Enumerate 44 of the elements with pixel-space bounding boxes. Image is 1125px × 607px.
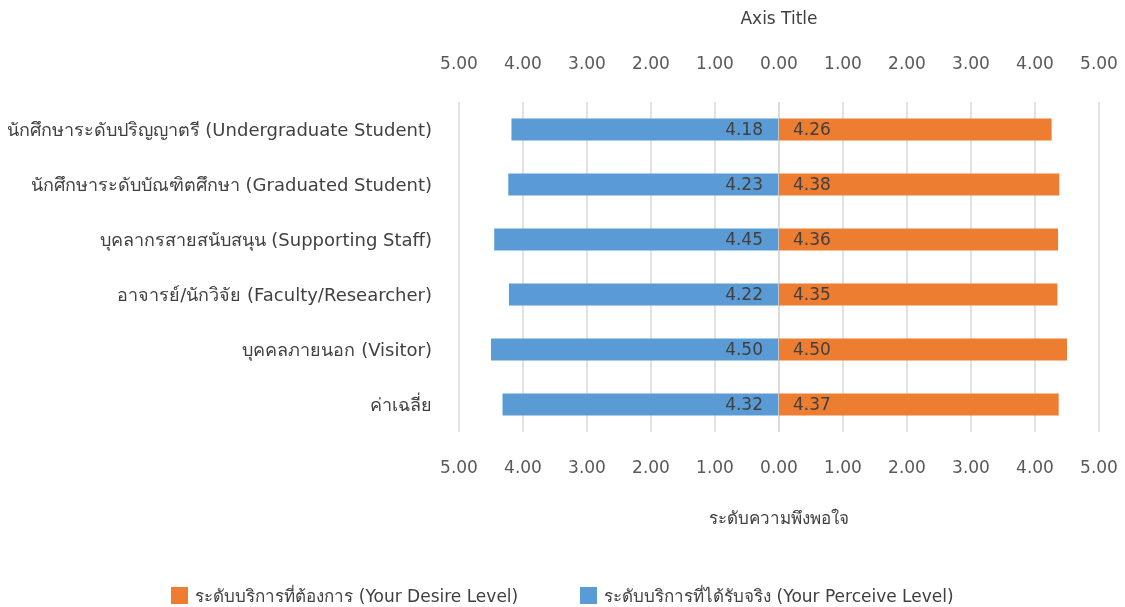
x2-tick-label: 1.00 bbox=[696, 53, 734, 73]
data-label: 4.32 bbox=[725, 394, 763, 415]
legend-label: ระดับบริการที่ต้องการ (Your Desire Level) bbox=[195, 583, 519, 607]
x2-tick-label: 2.00 bbox=[632, 53, 670, 73]
x-tick-label: 5.00 bbox=[440, 457, 478, 478]
x2-tick-label: 2.00 bbox=[888, 53, 926, 73]
x-tick-label: 4.00 bbox=[504, 457, 542, 478]
x2-tick-label: 3.00 bbox=[568, 53, 606, 73]
data-label: 4.36 bbox=[793, 229, 831, 250]
x2-tick-label: 3.00 bbox=[952, 53, 990, 73]
data-label: 4.45 bbox=[725, 229, 763, 250]
x-tick-label: 5.00 bbox=[1080, 457, 1118, 478]
x2-tick-label: 5.00 bbox=[1080, 53, 1118, 73]
x-tick-label: 1.00 bbox=[824, 457, 862, 478]
y-tick-label: บุคคลภายนอก (Visitor) bbox=[242, 338, 432, 361]
data-label: 4.35 bbox=[793, 284, 831, 305]
x2-tick-label: 4.00 bbox=[1016, 53, 1054, 73]
data-label: 4.37 bbox=[793, 394, 831, 415]
x-axis-title: ระดับความพึงพอใจ bbox=[709, 507, 849, 528]
y-tick-label: นักศึกษาระดับบัณฑิตศึกษา (Graduated Student) bbox=[30, 173, 432, 195]
x-tick-label: 1.00 bbox=[696, 457, 734, 478]
y-tick-label: ค่าเฉลี่ย bbox=[370, 391, 432, 415]
data-label: 4.22 bbox=[725, 284, 763, 305]
data-label: 4.50 bbox=[793, 339, 831, 360]
x-tick-label: 3.00 bbox=[952, 457, 990, 478]
x2-tick-label: 0.00 bbox=[760, 53, 798, 73]
x2-tick-label: 5.00 bbox=[440, 53, 478, 73]
y-tick-label: บุคลากรสายสนับสนุน (Supporting Staff) bbox=[99, 228, 432, 251]
x-tick-label: 0.00 bbox=[760, 457, 798, 478]
data-label: 4.38 bbox=[793, 174, 831, 195]
data-label: 4.18 bbox=[725, 119, 763, 140]
x-tick-label: 2.00 bbox=[888, 457, 926, 478]
x-tick-label: 2.00 bbox=[632, 457, 670, 478]
x2-tick-label: 4.00 bbox=[504, 53, 542, 73]
data-label: 4.26 bbox=[793, 119, 831, 140]
x-tick-label: 3.00 bbox=[568, 457, 606, 478]
data-label: 4.50 bbox=[725, 339, 763, 360]
y-tick-label: อาจารย์/นักวิจัย (Faculty/Researcher) bbox=[117, 283, 432, 305]
data-label: 4.23 bbox=[725, 174, 763, 195]
x2-axis-title: Axis Title bbox=[740, 7, 818, 28]
x-tick-label: 4.00 bbox=[1016, 457, 1054, 478]
x2-tick-label: 1.00 bbox=[824, 53, 862, 73]
legend-label: ระดับบริการที่ได้รับจริง (Your Perceive Level) bbox=[604, 583, 954, 607]
y-tick-label: นักศึกษาระดับปริญญาตรี (Undergraduate Student) bbox=[6, 118, 432, 140]
